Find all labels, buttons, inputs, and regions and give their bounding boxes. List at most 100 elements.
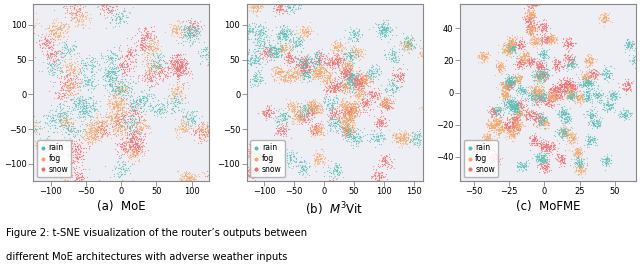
Point [514,46,524,50]
Point [524,92,534,97]
Point [238,62,248,66]
Point [179,127,189,132]
Point [177,69,188,74]
Point [181,112,191,116]
Point [70,2,81,6]
Point [227,72,237,76]
Point [341,64,351,68]
Point [576,160,586,164]
Point [252,2,262,7]
Point [519,56,529,61]
Point [166,92,177,96]
Point [280,114,290,118]
Point [271,73,281,77]
Point [339,69,349,73]
Point [120,86,130,91]
Point [399,137,409,142]
Point [95,7,105,11]
Point [133,145,143,150]
Point [337,102,348,106]
Point [84,109,95,113]
Point [527,30,538,34]
Point [329,40,339,44]
Point [575,163,586,167]
Point [84,77,95,81]
Point [361,101,371,105]
Point [147,73,157,77]
Point [266,47,276,52]
Point [534,24,544,28]
Point [546,87,556,91]
Point [348,81,358,85]
Point [531,40,541,45]
Point [269,46,279,50]
Point [483,123,493,127]
Point [159,205,170,210]
Point [303,57,313,62]
Point [405,37,415,41]
Point [351,139,361,143]
Point [484,132,495,136]
Point [188,116,198,120]
Point [201,51,211,56]
Point [175,62,186,66]
Point [420,52,431,56]
Point [477,55,487,59]
Point [241,53,251,57]
Point [558,89,568,93]
Point [583,98,593,102]
Point [191,174,202,179]
Point [283,102,293,106]
Point [65,160,76,165]
Point [570,136,580,140]
Point [45,34,55,38]
Point [275,129,285,133]
Point [113,121,124,125]
Point [282,78,292,82]
Point [564,140,575,144]
Point [355,79,365,83]
Point [580,166,590,170]
Point [81,131,91,136]
Point [387,70,397,75]
Point [339,113,349,117]
Point [342,105,352,109]
Point [125,45,136,49]
Point [546,146,556,150]
Point [541,143,552,147]
Point [524,111,534,115]
Point [369,73,380,78]
Point [344,114,355,118]
Point [75,124,85,128]
Point [346,107,356,111]
Point [355,139,365,143]
Point [69,6,79,11]
Point [216,102,226,107]
Point [532,91,543,95]
Point [536,69,546,73]
Point [326,185,337,189]
Point [577,99,588,103]
Point [523,51,533,55]
Point [296,166,306,170]
Point [361,104,371,108]
Point [335,87,345,91]
Point [294,108,305,113]
Point [189,27,200,31]
Point [116,100,126,104]
Point [620,87,630,92]
Point [306,128,316,133]
Point [524,16,534,20]
Point [484,134,494,138]
Point [537,155,547,160]
Point [541,103,552,108]
Point [513,43,524,47]
Point [113,89,124,93]
Point [385,156,395,161]
Point [491,152,501,156]
Point [381,55,391,59]
Point [342,108,353,113]
Point [122,84,132,88]
Point [139,26,149,30]
Point [297,120,307,124]
